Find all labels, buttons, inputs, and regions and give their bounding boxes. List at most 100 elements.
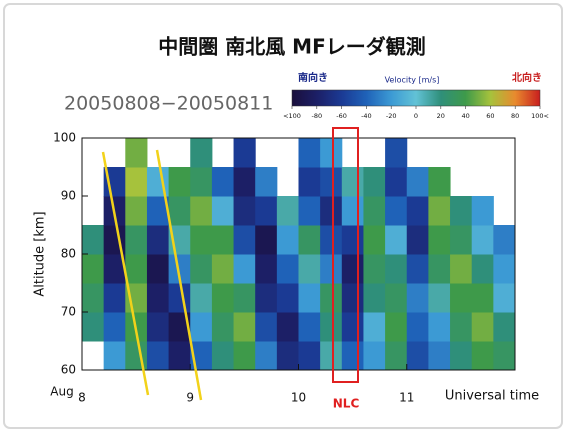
heatmap-cell	[190, 312, 213, 342]
y-tick-label: 70	[61, 305, 76, 319]
colorbar-tick-label: 80	[511, 112, 519, 120]
heatmap-cell	[428, 341, 451, 371]
heatmap-cell	[146, 167, 170, 197]
heatmap-cell	[450, 254, 473, 284]
heatmap-cell	[233, 254, 256, 284]
heatmap-cell	[385, 254, 408, 284]
heatmap-cell	[298, 312, 321, 342]
heatmap-cell	[190, 225, 213, 255]
heatmap-cell	[233, 138, 256, 168]
heatmap-cell	[493, 254, 516, 284]
heatmap-cell	[233, 341, 256, 371]
heatmap-cell	[320, 196, 343, 226]
colorbar-right-label: 北向き	[512, 71, 542, 84]
heatmap-cell	[341, 283, 364, 313]
heatmap-cell	[341, 341, 364, 371]
heatmap-cell	[233, 225, 256, 255]
colorbar-tick-label: 0	[414, 112, 418, 120]
heatmap-cell	[406, 254, 429, 284]
heatmap-cell	[233, 196, 256, 226]
heatmap-cell	[233, 283, 256, 313]
heatmap-cell	[428, 196, 451, 226]
colorbar-tick-label: 20	[437, 112, 445, 120]
heatmap-cell	[385, 138, 408, 168]
heatmap-cell	[146, 312, 170, 342]
heatmap-cell	[450, 196, 473, 226]
heatmap-cell	[385, 283, 408, 313]
heatmap-cell	[320, 254, 343, 284]
heatmap-cell	[406, 283, 429, 313]
heatmap-cell	[211, 312, 235, 342]
heatmap-cell	[471, 196, 494, 226]
x-tick-label: 9	[186, 391, 194, 405]
y-tick-label: 90	[61, 189, 76, 203]
heatmap-cell	[428, 254, 451, 284]
heatmap-cell	[428, 167, 451, 197]
heatmap-cell	[276, 196, 299, 226]
heatmap-cell	[190, 283, 213, 313]
heatmap-cell	[363, 225, 386, 255]
heatmap-cell	[341, 225, 364, 255]
heatmap-cell	[385, 167, 408, 197]
chart-title: 中間圏 南北風 MFレーダ観測	[158, 35, 426, 59]
heatmap-cell	[190, 196, 213, 226]
heatmap-cell	[428, 283, 451, 313]
heatmap-cell	[82, 312, 105, 342]
heatmap-cell	[298, 138, 321, 168]
phase-line	[155, 149, 203, 401]
heatmap-cell	[363, 167, 386, 197]
heatmap-cell	[428, 312, 451, 342]
heatmap-cell	[190, 167, 213, 197]
heatmap-cell	[385, 225, 408, 255]
heatmap-cell	[103, 283, 126, 313]
heatmap-cell	[211, 196, 235, 226]
heatmap-cell	[298, 167, 321, 197]
heatmap-cell	[255, 196, 278, 226]
colorbar-tick-label: 40	[461, 112, 469, 120]
heatmap-cell	[406, 167, 429, 197]
heatmap-cell	[450, 312, 473, 342]
heatmap-cell	[320, 225, 343, 255]
nlc-box	[332, 127, 359, 383]
heatmap-cell	[385, 312, 408, 342]
heatmap-cell	[125, 196, 148, 226]
heatmap-cell	[255, 312, 278, 342]
colorbar-label: Velocity [m/s]	[385, 76, 440, 85]
x-tick-label: 11	[399, 391, 414, 405]
heatmap-cell	[341, 312, 364, 342]
y-axis-label: Altitude [km]	[33, 211, 48, 296]
heatmap-cell	[125, 225, 148, 255]
heatmap-cell	[211, 225, 235, 255]
heatmap-cell	[168, 312, 191, 342]
heatmap-cell	[103, 312, 126, 342]
colorbar-tick-label: -20	[386, 112, 397, 120]
colorbar	[291, 89, 541, 107]
heatmap-cell	[406, 341, 429, 371]
heatmap-cell	[450, 225, 473, 255]
heatmap-cell	[406, 196, 429, 226]
heatmap-cell	[450, 341, 473, 371]
heatmap-cell	[190, 341, 213, 371]
heatmap-cell	[493, 341, 516, 371]
x-prefix: Aug	[50, 385, 73, 399]
heatmap-cell	[341, 254, 364, 284]
x-tick-label: 10	[291, 391, 306, 405]
heatmap-cell	[276, 312, 299, 342]
subtitle: 20050808−20050811	[64, 93, 273, 115]
heatmap-cell	[168, 196, 191, 226]
heatmap-cell	[320, 138, 343, 168]
colorbar-left-label: 南向き	[298, 71, 328, 84]
heatmap-cell	[406, 225, 429, 255]
heatmap-cell	[255, 254, 278, 284]
heatmap-cell	[146, 254, 170, 284]
heatmap-cell	[363, 254, 386, 284]
heatmap-cell	[471, 225, 494, 255]
heatmap-cell	[125, 167, 148, 197]
colorbar-tick-label: 100<	[531, 112, 549, 120]
heatmap-cell	[82, 225, 105, 255]
heatmap-cell	[385, 196, 408, 226]
heatmap-cell	[471, 312, 494, 342]
colorbar-tick-label: -80	[311, 112, 322, 120]
heatmap-cell	[125, 341, 148, 371]
heatmap-cell	[103, 225, 126, 255]
